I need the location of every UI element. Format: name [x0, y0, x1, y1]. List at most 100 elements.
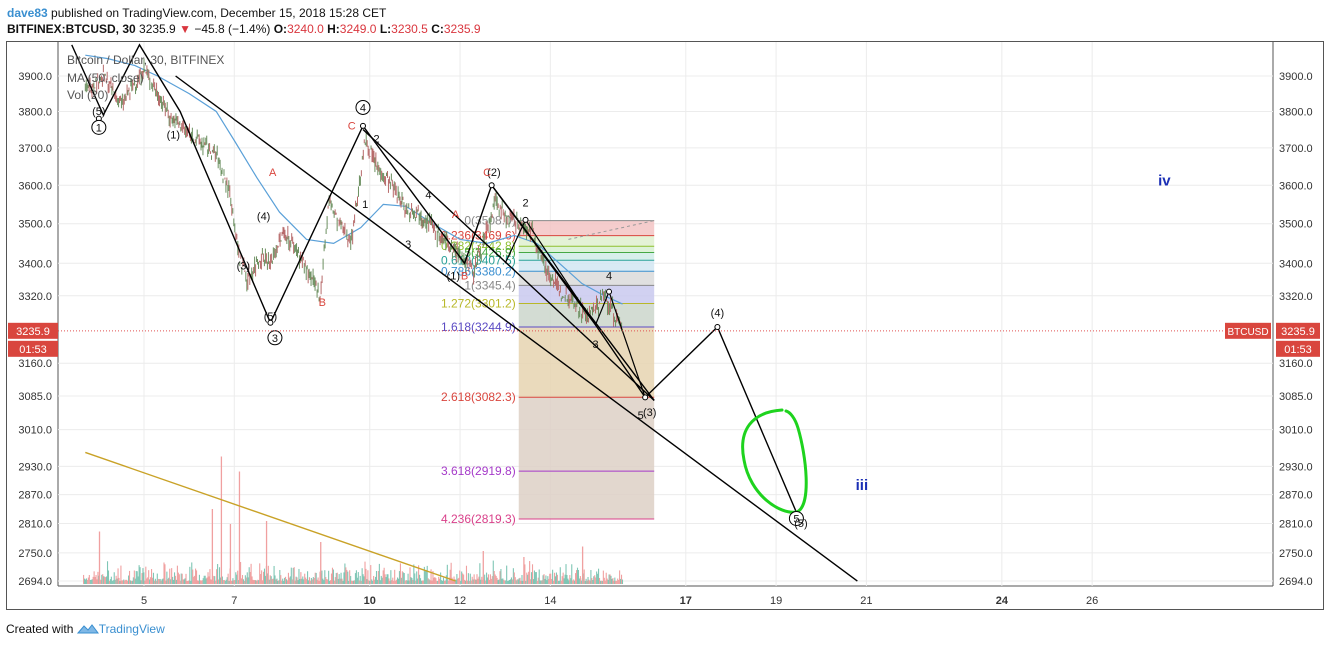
- volume-bar: [418, 565, 420, 584]
- volume-bar: [574, 580, 576, 584]
- wave-pivot: [359, 122, 366, 129]
- volume-bar: [183, 579, 185, 584]
- y-tick-label-right: 3400.0: [1279, 258, 1313, 270]
- volume-bar: [448, 577, 450, 584]
- volume-bar: [201, 580, 203, 584]
- volume-bar: [163, 562, 165, 584]
- volume-bar: [340, 572, 342, 584]
- volume-bar: [507, 580, 509, 584]
- wave-label: 1: [96, 122, 102, 134]
- volume-bar: [193, 576, 195, 584]
- y-tick-label-left: 3500.0: [18, 219, 52, 231]
- y-tick-label-right: 2930.0: [1279, 461, 1313, 473]
- volume-bar: [428, 579, 430, 584]
- volume-bar: [616, 580, 618, 584]
- volume-bar: [335, 573, 337, 584]
- volume-bar: [578, 578, 580, 584]
- y-tick-label-left: 3800.0: [18, 106, 52, 118]
- volume-bar: [218, 579, 220, 584]
- volume-bar: [446, 564, 448, 584]
- x-tick-label: 19: [770, 595, 782, 607]
- volume-bar: [534, 572, 536, 584]
- volume-bar: [468, 580, 470, 584]
- volume-bar: [124, 580, 126, 584]
- volume-bar: [356, 577, 358, 584]
- legend-volume[interactable]: Vol (20): [67, 88, 109, 102]
- volume-bar: [261, 570, 263, 584]
- wave-pivot: [642, 394, 649, 401]
- ma-line: [85, 54, 623, 305]
- y-tick-label-left: 3160.0: [18, 358, 52, 370]
- volume-bar: [609, 574, 611, 584]
- elliott-subwave-path: [504, 218, 646, 398]
- volume-bar: [150, 577, 152, 584]
- fib-level-label: 3.618(2919.8): [441, 464, 516, 478]
- volume-bar: [556, 574, 558, 584]
- fib-zone: [518, 285, 655, 304]
- y-tick-label-right: 3085.0: [1279, 391, 1313, 403]
- legend-title[interactable]: Bitcoin / Dollar, 30, BITFINEX: [67, 53, 225, 67]
- volume-bar: [470, 580, 472, 584]
- volume-bar: [479, 563, 481, 584]
- volume-bar: [327, 579, 329, 584]
- volume-bar: [127, 580, 129, 584]
- trendline: [85, 451, 456, 582]
- volume-bar: [262, 580, 264, 584]
- volume-bar: [536, 580, 538, 584]
- volume-bar: [469, 573, 471, 584]
- volume-bar: [596, 571, 598, 584]
- x-tick-label: 12: [454, 595, 466, 607]
- volume-bar: [450, 562, 452, 584]
- volume-bar: [97, 571, 99, 584]
- volume-bar: [197, 580, 200, 584]
- volume-bar: [167, 578, 169, 584]
- volume-bar: [386, 574, 388, 584]
- low-value: 3230.5: [391, 22, 428, 36]
- legend-ma[interactable]: MA (50, close): [67, 71, 144, 85]
- volume-bar: [188, 580, 190, 584]
- volume-bar: [347, 571, 349, 584]
- volume-bar: [190, 580, 192, 584]
- volume-bar: [342, 580, 344, 584]
- volume-bar: [219, 577, 222, 584]
- fib-zone: [518, 327, 655, 398]
- volume-bar: [350, 576, 352, 584]
- volume-spike: [220, 456, 223, 584]
- volume-bar: [128, 575, 130, 584]
- roman-wave-label: iii: [856, 477, 869, 494]
- volume-bar: [307, 571, 309, 584]
- y-tick-label-left: 3010.0: [18, 425, 52, 437]
- volume-bar: [313, 577, 315, 584]
- volume-bar: [472, 579, 474, 584]
- volume-bar: [289, 576, 291, 584]
- volume-bar: [235, 572, 237, 584]
- volume-bar: [274, 575, 276, 584]
- x-tick-label: 24: [996, 595, 1009, 607]
- volume-bar: [173, 579, 175, 584]
- volume-bar: [549, 573, 551, 584]
- volume-bar: [426, 565, 428, 584]
- volume-bar: [345, 567, 347, 584]
- y-tick-label-right: 2810.0: [1279, 518, 1313, 530]
- volume-bar: [122, 580, 124, 584]
- volume-bar: [354, 573, 356, 584]
- volume-bar: [316, 579, 318, 584]
- volume-bar: [458, 577, 460, 584]
- volume-bar: [90, 579, 92, 584]
- volume-bar: [407, 573, 409, 584]
- volume-bar: [383, 567, 385, 584]
- volume-bar: [283, 580, 285, 584]
- author-name[interactable]: dave83: [7, 6, 48, 20]
- volume-bar: [419, 578, 422, 584]
- volume-bar: [557, 580, 559, 584]
- volume-bar: [379, 580, 381, 584]
- volume-bar: [548, 578, 550, 584]
- volume-bar: [119, 580, 121, 584]
- footer-brand[interactable]: TradingView: [98, 622, 165, 636]
- volume-bar: [227, 573, 229, 584]
- volume-bar: [224, 580, 226, 584]
- volume-bar: [333, 580, 335, 584]
- volume-bar: [367, 570, 369, 584]
